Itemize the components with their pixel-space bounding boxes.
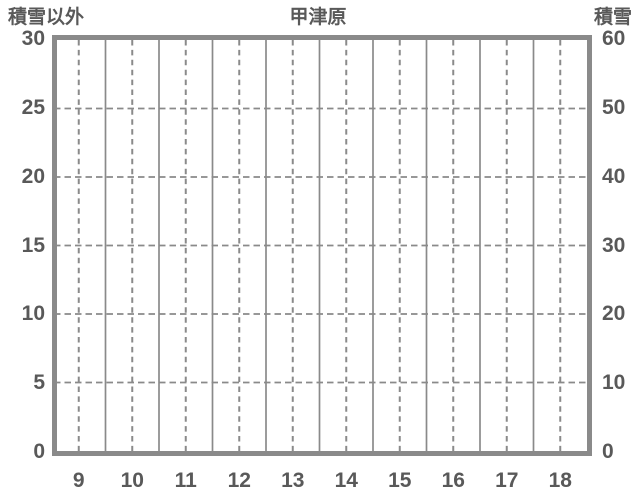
y-tick-label-left: 0	[33, 440, 45, 463]
x-tick-label: 9	[72, 469, 85, 492]
y-tick-label-left: 20	[21, 164, 45, 188]
chart-title: 甲津原	[289, 7, 347, 28]
x-tick-label: 10	[120, 469, 144, 492]
x-tick-label: 16	[441, 469, 465, 492]
x-tick-label: 12	[227, 469, 251, 492]
plot-border	[52, 35, 592, 456]
y-tick-label-left: 25	[21, 95, 45, 119]
x-tick-label: 14	[334, 469, 358, 492]
x-tick-label: 11	[174, 469, 197, 492]
right-axis-ticks: 60 50 40 30 20 10 0	[602, 0, 636, 501]
x-axis-ticks: 9 10 11 12 13 14 15 16 17 18	[52, 468, 592, 496]
y-tick-label-right: 10	[602, 371, 626, 395]
y-tick-label-right: 0	[602, 440, 614, 463]
x-tick-label: 13	[281, 469, 305, 492]
y-tick-label-right: 60	[602, 27, 626, 50]
y-tick-label-right: 50	[602, 95, 626, 119]
left-axis-ticks: 30 25 20 15 10 5 0	[0, 0, 45, 501]
y-tick-label-left: 5	[33, 371, 45, 395]
right-axis-title: 積雪	[593, 7, 632, 28]
left-axis-title: 積雪以外	[8, 7, 85, 28]
y-tick-label-left: 10	[21, 302, 45, 326]
y-tick-label-left: 15	[21, 233, 45, 257]
y-tick-label-right: 20	[602, 302, 626, 326]
y-tick-label-left: 30	[21, 27, 45, 50]
x-tick-label: 18	[548, 469, 572, 492]
x-tick-label: 17	[495, 469, 519, 492]
y-tick-label-right: 30	[602, 233, 626, 257]
x-tick-label: 15	[388, 469, 412, 492]
plot-area	[52, 35, 592, 456]
y-tick-label-right: 40	[602, 164, 626, 188]
